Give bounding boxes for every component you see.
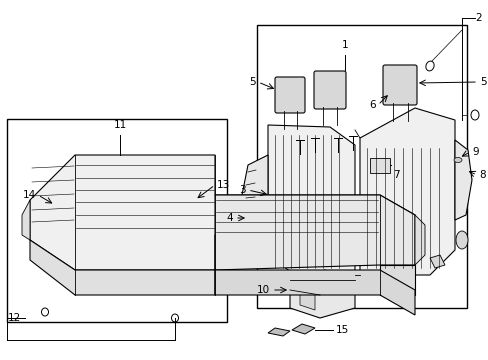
Text: 9: 9 bbox=[471, 147, 478, 157]
FancyBboxPatch shape bbox=[274, 77, 305, 113]
Polygon shape bbox=[215, 270, 414, 315]
Text: 3: 3 bbox=[239, 185, 245, 195]
Text: 5: 5 bbox=[249, 77, 256, 87]
Bar bbox=[7, 119, 227, 322]
Ellipse shape bbox=[455, 231, 467, 249]
Polygon shape bbox=[454, 140, 471, 220]
Text: 14: 14 bbox=[23, 190, 36, 200]
Text: 10: 10 bbox=[256, 285, 269, 295]
Ellipse shape bbox=[453, 158, 461, 162]
Bar bbox=[256, 25, 466, 308]
Text: 5: 5 bbox=[479, 77, 486, 87]
Polygon shape bbox=[299, 290, 314, 310]
Text: 1: 1 bbox=[341, 40, 347, 50]
FancyBboxPatch shape bbox=[313, 71, 346, 109]
Polygon shape bbox=[242, 155, 267, 235]
Polygon shape bbox=[22, 200, 30, 240]
Polygon shape bbox=[30, 240, 215, 295]
Polygon shape bbox=[291, 324, 314, 334]
Polygon shape bbox=[414, 215, 424, 265]
Text: 12: 12 bbox=[8, 313, 21, 323]
Polygon shape bbox=[289, 270, 354, 318]
Text: 11: 11 bbox=[113, 120, 126, 130]
Polygon shape bbox=[215, 195, 414, 270]
Text: 15: 15 bbox=[335, 325, 348, 335]
Polygon shape bbox=[267, 125, 354, 275]
Polygon shape bbox=[379, 265, 414, 295]
Text: 8: 8 bbox=[478, 170, 485, 180]
FancyBboxPatch shape bbox=[382, 65, 416, 105]
Text: 2: 2 bbox=[474, 13, 481, 23]
Polygon shape bbox=[429, 255, 444, 268]
Polygon shape bbox=[30, 155, 414, 270]
Text: 6: 6 bbox=[368, 100, 375, 110]
Polygon shape bbox=[359, 108, 454, 275]
Text: 13: 13 bbox=[217, 180, 230, 190]
Bar bbox=[369, 158, 389, 173]
Polygon shape bbox=[267, 328, 289, 336]
Text: 4: 4 bbox=[226, 213, 232, 223]
Text: 7: 7 bbox=[392, 170, 399, 180]
